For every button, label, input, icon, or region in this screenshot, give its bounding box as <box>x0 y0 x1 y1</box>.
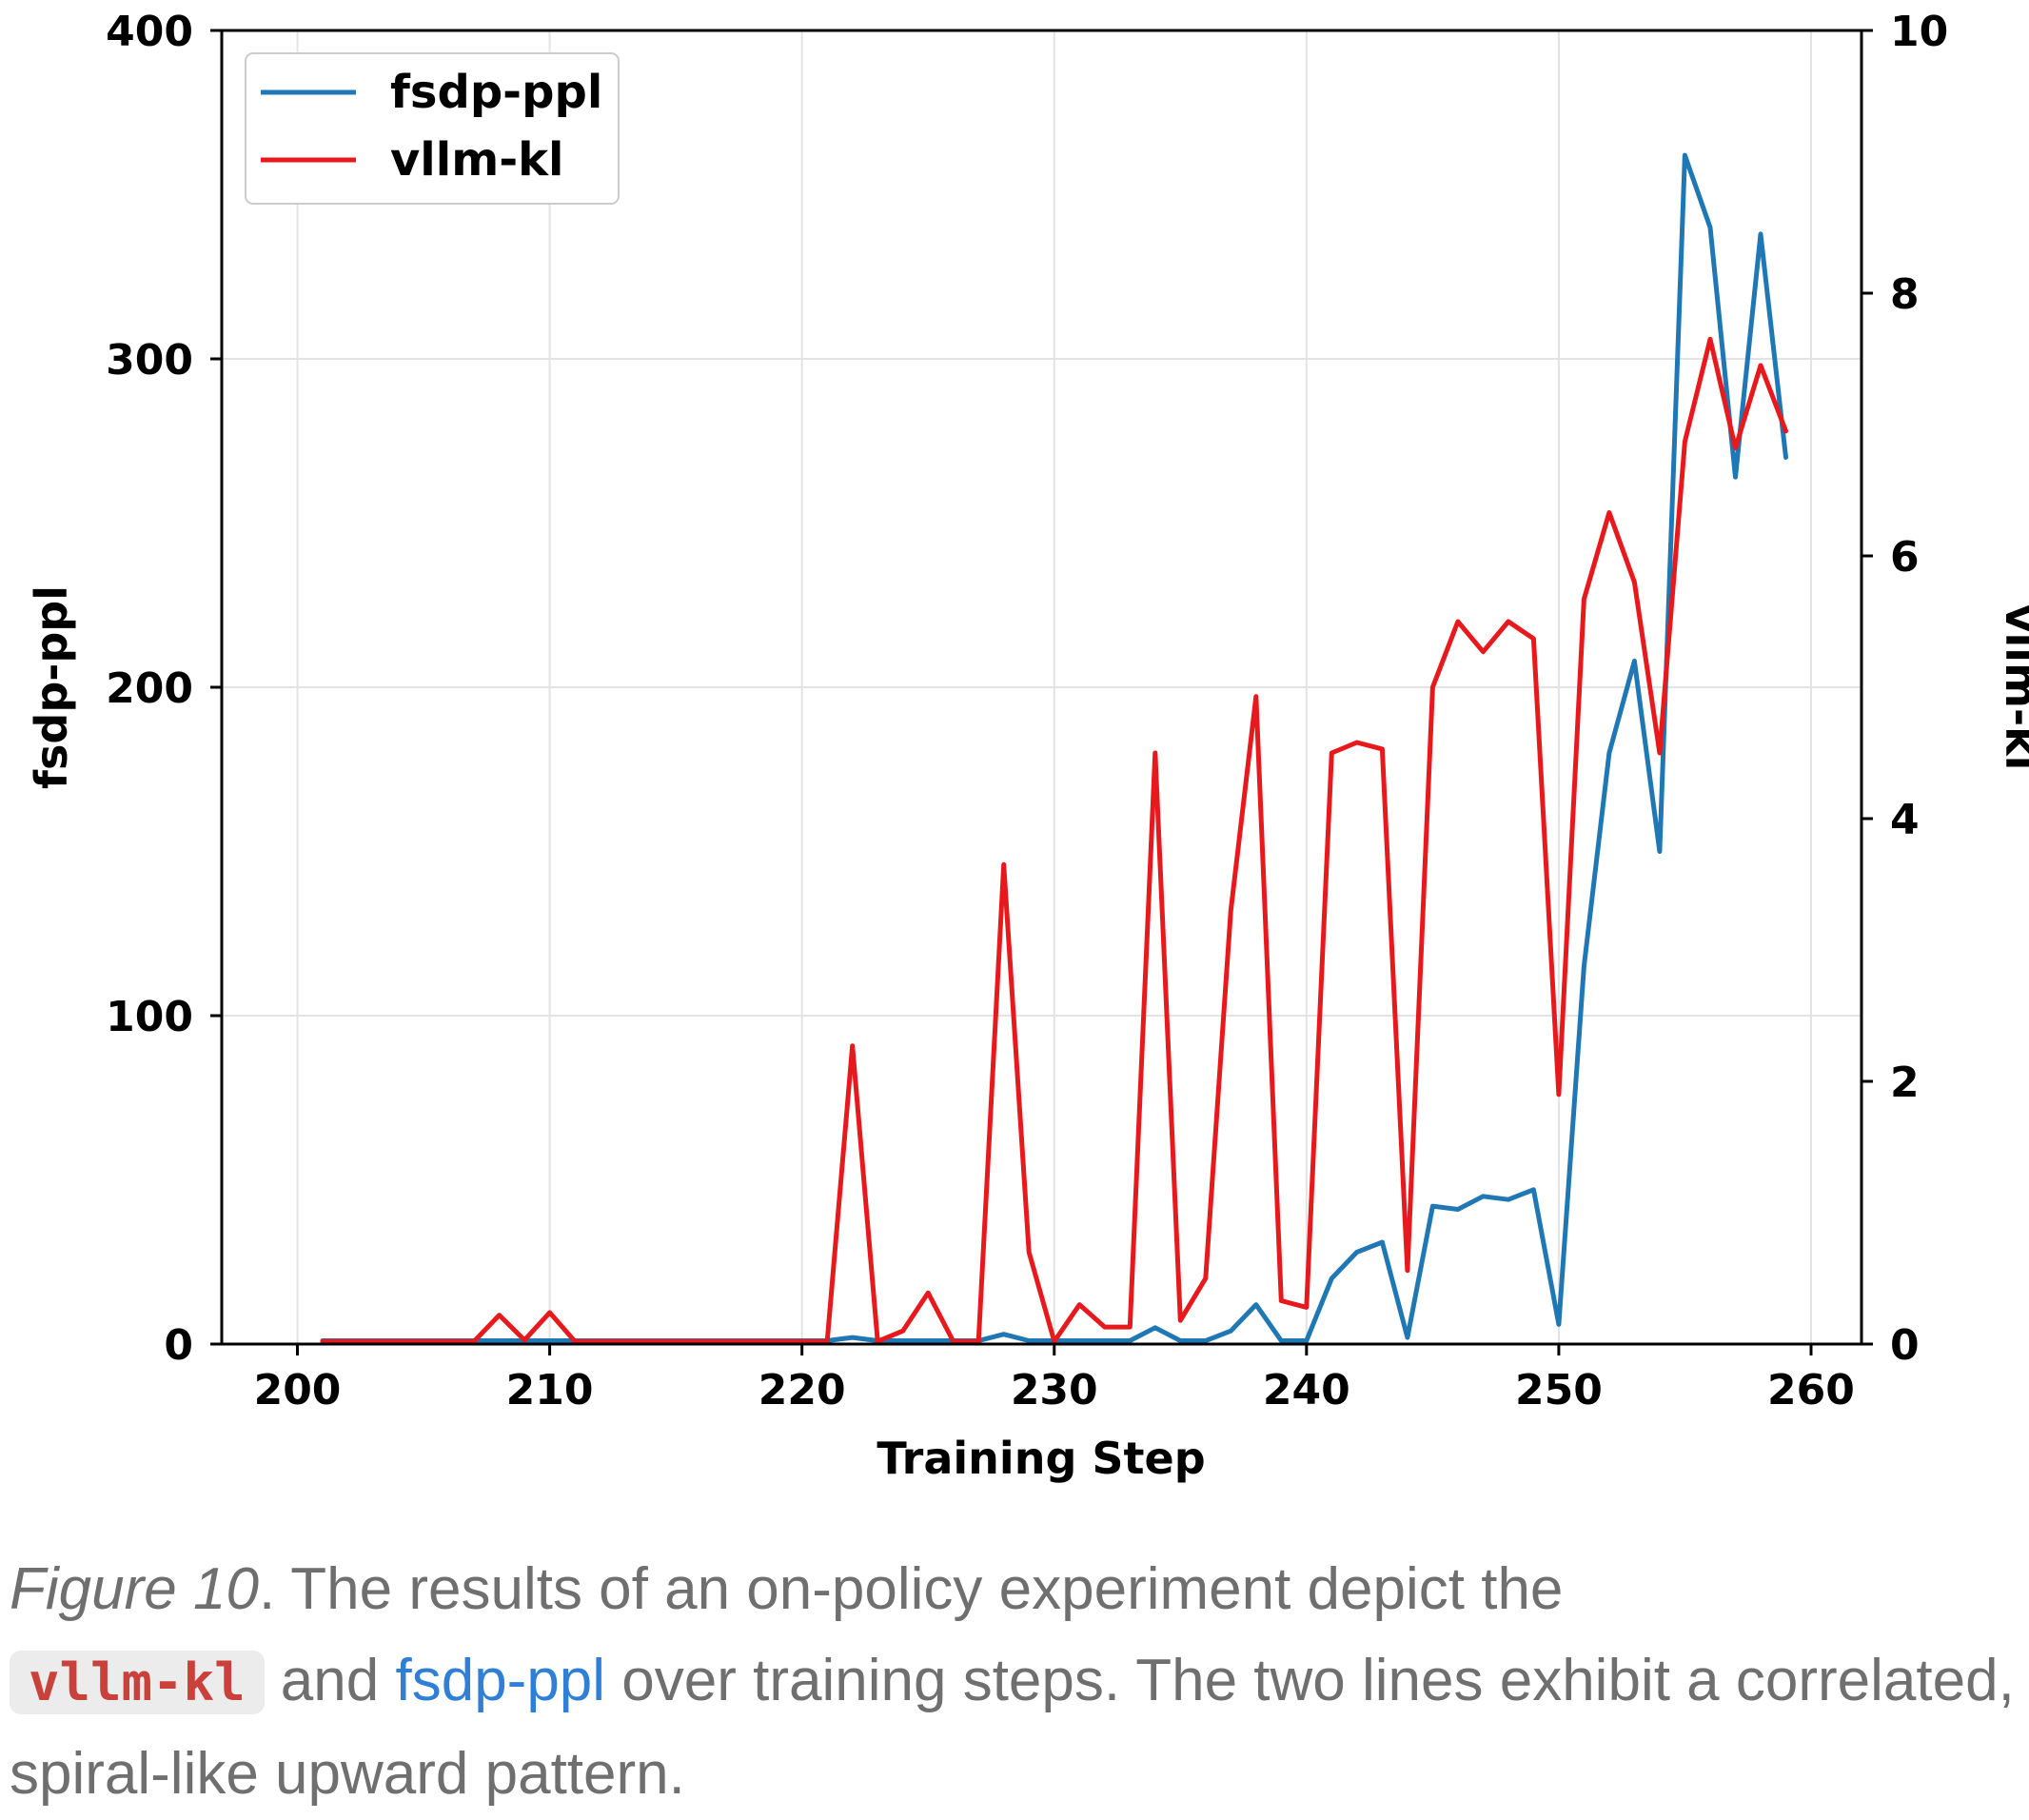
legend-label-vllm-kl: vllm-kl <box>390 133 564 187</box>
x-axis-label: Training Step <box>877 1433 1205 1484</box>
x-tick-label: 260 <box>1767 1366 1855 1414</box>
grid <box>222 30 1862 1345</box>
x-tick-label: 210 <box>506 1366 594 1414</box>
y-axis-label-left: fsdp-ppl <box>26 585 77 789</box>
y-left-tick-label: 300 <box>106 336 193 385</box>
y-left-tick-label: 400 <box>106 8 193 56</box>
y-right-tick-label: 4 <box>1890 796 1920 844</box>
y-right-tick-label: 8 <box>1890 270 1920 319</box>
caption-text-1: . The results of an on-policy experiment… <box>258 1556 1564 1622</box>
x-tick-label: 250 <box>1515 1366 1603 1414</box>
x-tick-label: 240 <box>1263 1366 1350 1414</box>
caption-text-3: over training steps. The two lines exhib… <box>10 1648 2015 1807</box>
x-tick-label: 220 <box>758 1366 846 1414</box>
x-tick-label: 230 <box>1011 1366 1098 1414</box>
x-tick-label: 200 <box>254 1366 342 1414</box>
axis-ticks: 200 210 220 230 240 250 260 0 100 200 300 400 0 2 4 6 8 1… <box>106 8 1948 1414</box>
y-left-tick-label: 200 <box>106 664 193 713</box>
figure-label: Figure 10 <box>10 1556 259 1622</box>
caption-highlight-term: fsdp-ppl <box>395 1648 606 1713</box>
y-axis-label-right: vllm-kl <box>1996 604 2029 771</box>
caption-text-2: and <box>264 1648 396 1713</box>
caption-code-term: vllm-kl <box>10 1651 265 1714</box>
legend-label-fsdp-ppl: fsdp-ppl <box>390 66 602 119</box>
y-right-tick-label: 6 <box>1890 533 1920 582</box>
series-lines <box>320 152 1788 1344</box>
legend: fsdp-ppl vllm-kl <box>245 52 620 205</box>
figure-caption: Figure 10. The results of an on-policy e… <box>10 1544 2018 1820</box>
y-right-tick-label: 0 <box>1890 1321 1920 1370</box>
y-right-tick-label: 10 <box>1890 8 1948 56</box>
chart: 200 210 220 230 240 250 260 0 100 200 300 400 0 2 4 6 8 1… <box>26 8 2029 1484</box>
y-right-tick-label: 2 <box>1890 1058 1920 1107</box>
y-left-tick-label: 0 <box>164 1321 193 1370</box>
y-left-tick-label: 100 <box>106 993 193 1041</box>
series-line-vllm-kl <box>320 336 1788 1344</box>
